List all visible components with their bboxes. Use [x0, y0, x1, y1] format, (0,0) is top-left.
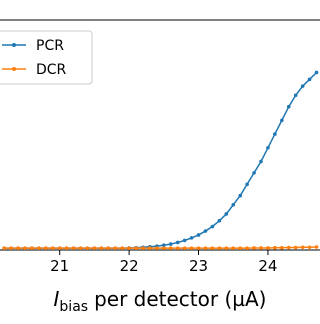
- data-point: [2, 246, 6, 250]
- data-point: [148, 246, 152, 250]
- data-point: [16, 246, 20, 250]
- data-point: [50, 246, 55, 250]
- data-point: [9, 246, 13, 250]
- data-point: [300, 84, 305, 88]
- data-point: [71, 246, 76, 250]
- data-point: [210, 246, 215, 250]
- data-point: [252, 171, 256, 175]
- data-point: [293, 93, 298, 98]
- data-point: [245, 182, 249, 187]
- legend-label: DCR: [36, 62, 67, 78]
- data-point: [189, 246, 194, 250]
- data-point: [99, 246, 104, 250]
- data-point: [266, 145, 270, 150]
- data-point: [113, 246, 118, 250]
- data-point: [64, 246, 69, 250]
- data-point: [196, 246, 201, 250]
- data-point: [273, 245, 277, 250]
- data-point: [280, 118, 284, 123]
- data-point: [307, 245, 312, 250]
- data-point: [259, 246, 263, 250]
- data-point: [273, 132, 277, 136]
- data-point: [162, 246, 166, 250]
- x-label-symbol: I: [54, 287, 60, 311]
- data-point: [314, 70, 319, 75]
- data-point: [175, 240, 180, 245]
- data-point: [141, 246, 145, 250]
- data-point: [78, 246, 83, 250]
- data-point: [217, 246, 222, 250]
- legend-marker: [12, 67, 16, 71]
- data-point: [92, 246, 97, 250]
- series-line: [4, 246, 317, 249]
- data-point: [189, 236, 194, 240]
- data-point: [224, 246, 229, 250]
- data-point: [280, 245, 284, 250]
- legend-marker: [12, 43, 16, 47]
- data-point: [23, 246, 27, 250]
- data-point: [30, 246, 34, 250]
- x-label-text: per detector (µA): [94, 287, 266, 311]
- data-point: [37, 246, 41, 250]
- data-point: [155, 246, 159, 250]
- data-point: [210, 224, 215, 229]
- data-point: [168, 242, 173, 246]
- data-point: [120, 246, 124, 250]
- data-point: [300, 245, 305, 250]
- data-point: [44, 246, 48, 250]
- data-point: [203, 229, 208, 233]
- x-label-subscript: bias: [59, 299, 88, 315]
- data-point: [266, 246, 270, 250]
- data-point: [231, 246, 236, 250]
- data-point: [182, 238, 187, 243]
- x-tick-label: 22: [120, 257, 139, 275]
- data-point: [224, 212, 229, 216]
- x-tick-label: 21: [50, 257, 69, 275]
- data-point: [252, 246, 256, 250]
- series-line: [4, 71, 318, 249]
- data-point: [286, 104, 291, 109]
- data-point: [182, 246, 187, 250]
- data-point: [175, 246, 180, 250]
- legend-label: PCR: [36, 38, 64, 54]
- data-point: [231, 203, 236, 207]
- data-point: [162, 243, 166, 248]
- data-point: [127, 246, 131, 250]
- data-point: [314, 245, 319, 249]
- data-point: [203, 246, 208, 250]
- data-point: [286, 245, 291, 250]
- data-point: [217, 218, 222, 223]
- data-point: [245, 246, 249, 250]
- data-point: [196, 233, 201, 237]
- data-point: [168, 246, 173, 250]
- data-point: [238, 246, 242, 250]
- data-point: [238, 193, 242, 198]
- data-point: [293, 245, 298, 250]
- data-point: [57, 246, 62, 250]
- x-tick-label: 24: [258, 257, 277, 275]
- data-point: [106, 246, 111, 250]
- data-point: [134, 246, 138, 250]
- x-tick-label: 23: [189, 257, 208, 275]
- data-point: [85, 246, 90, 250]
- data-point: [307, 77, 312, 82]
- x-axis-label: Ibias per detector (µA): [54, 287, 267, 315]
- data-point: [259, 159, 263, 164]
